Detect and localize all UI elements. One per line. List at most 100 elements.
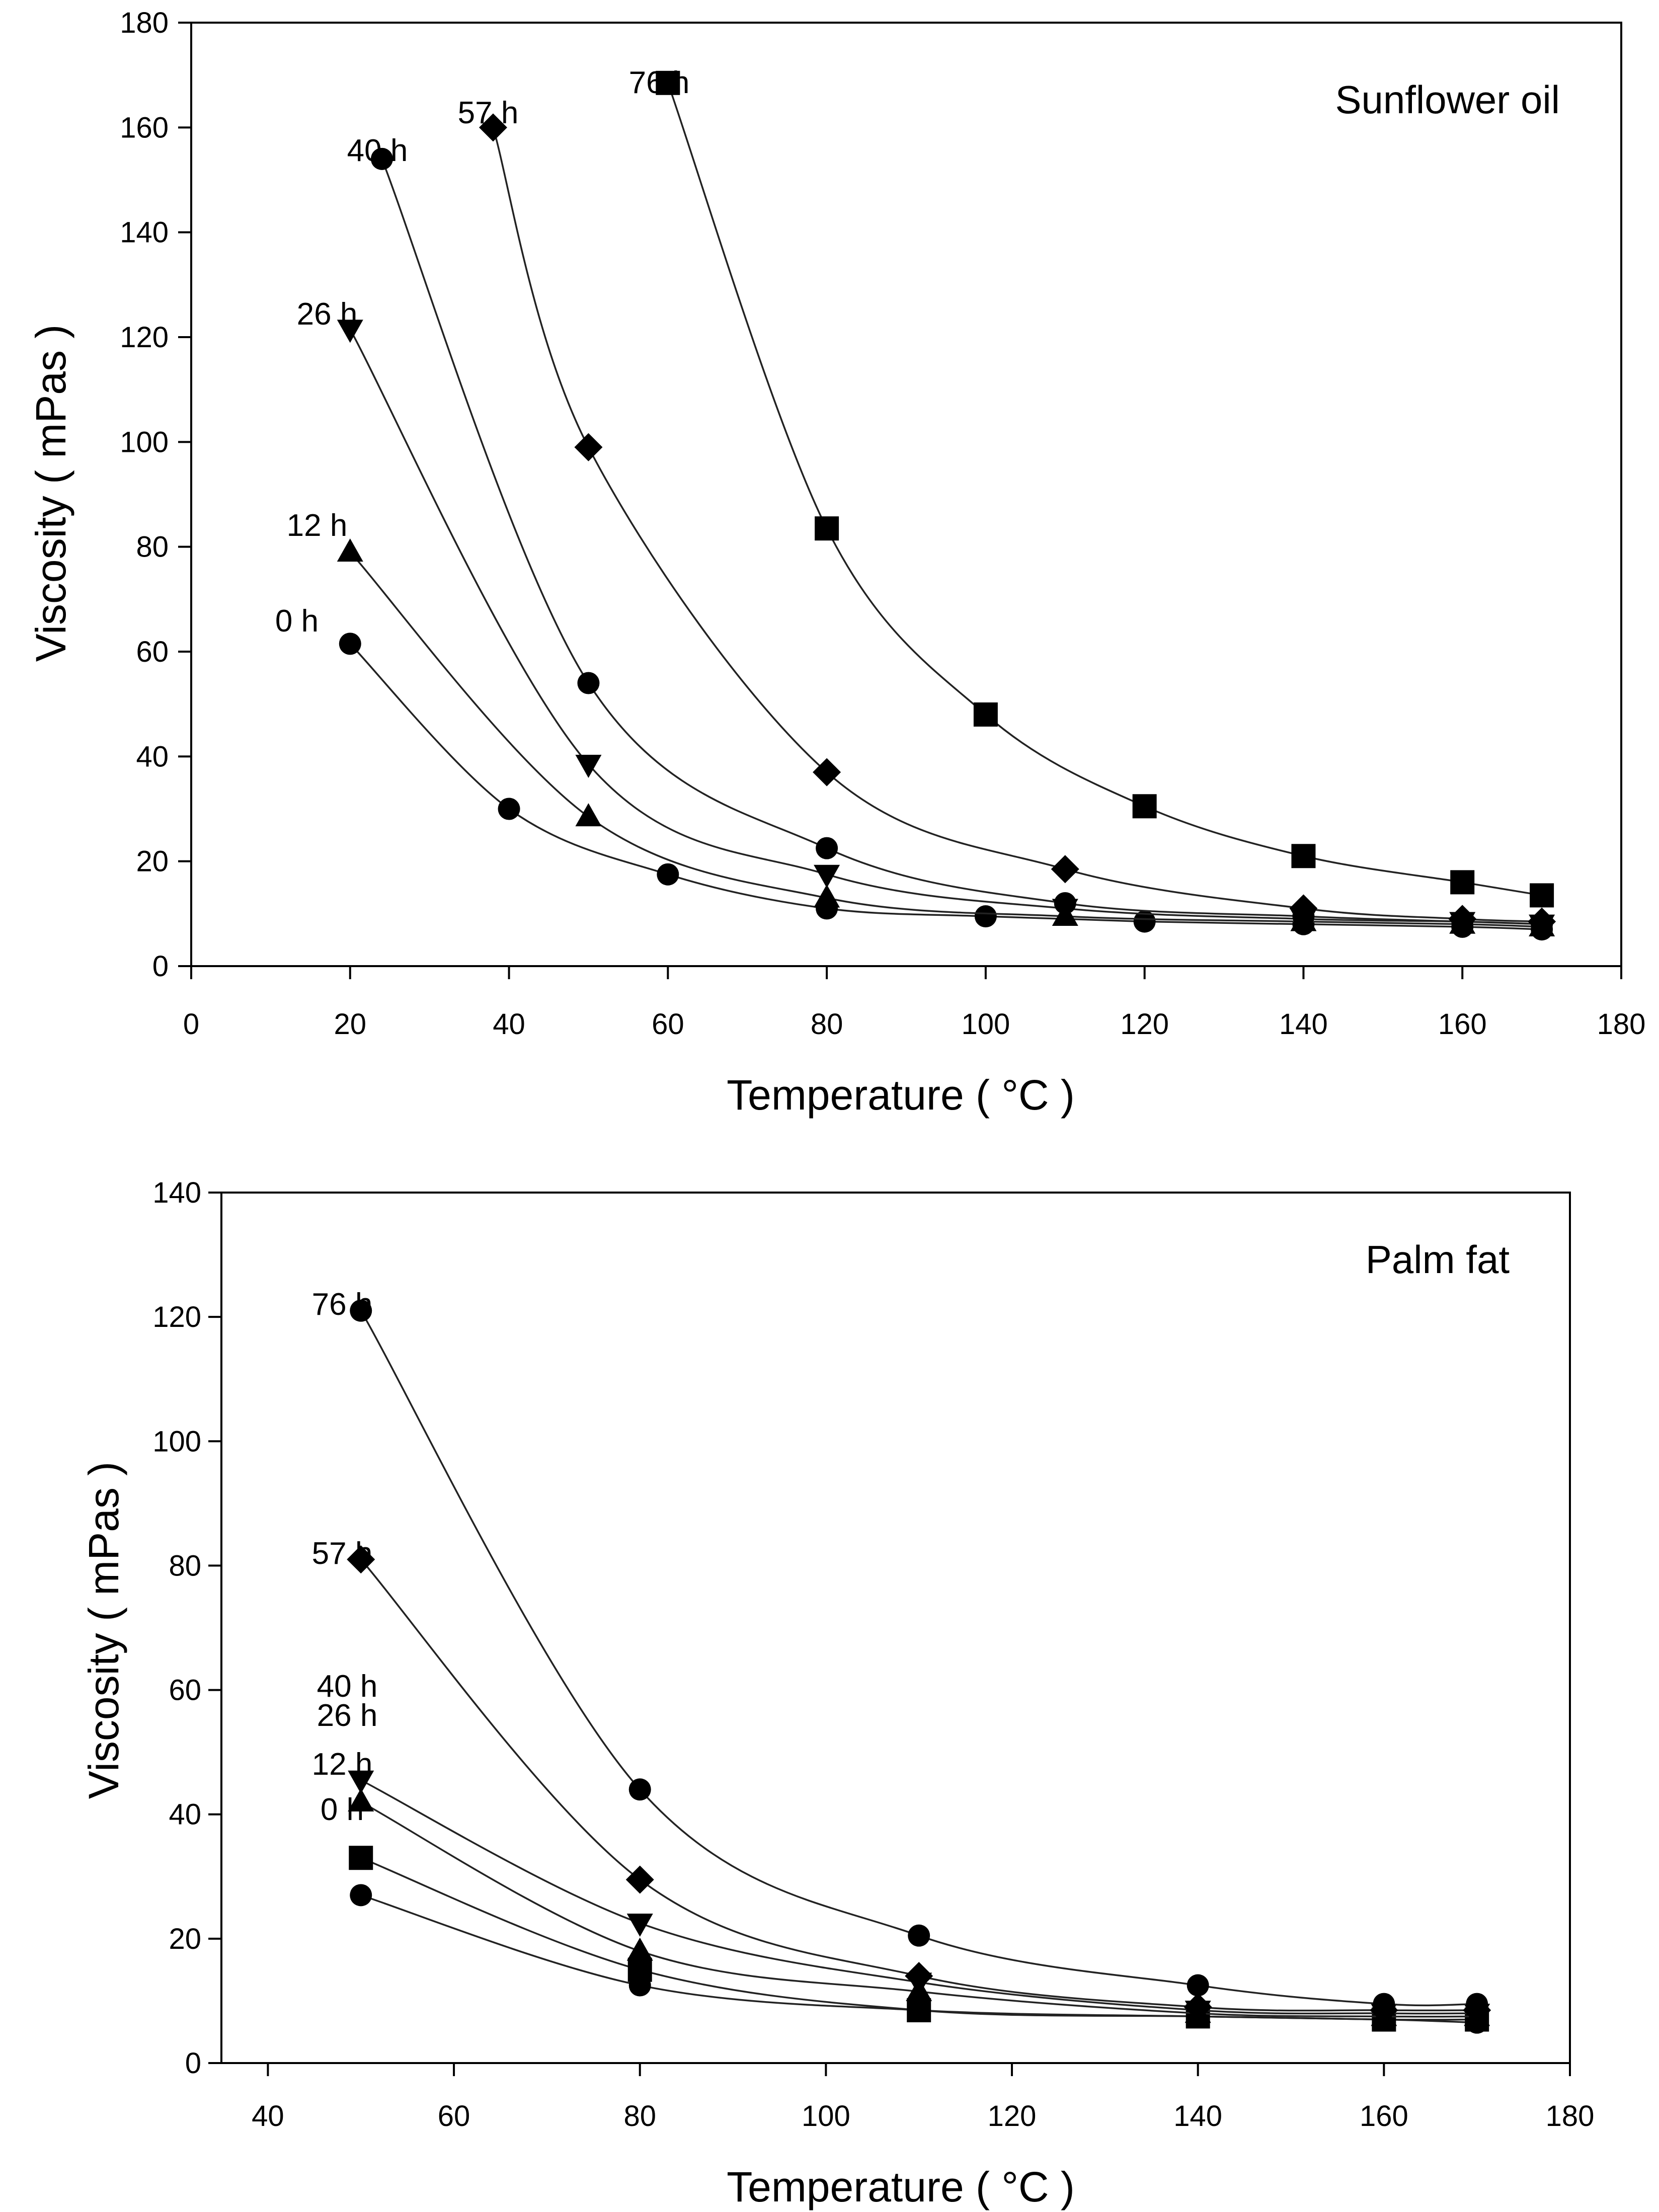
- series-line: [349, 643, 1542, 930]
- x-axis-title: Temperature ( °C ): [727, 2163, 1075, 2210]
- x-tick-label: 60: [438, 2100, 470, 2132]
- data-point: [577, 672, 600, 694]
- data-point: [905, 1962, 933, 1990]
- x-tick-label: 40: [493, 1008, 525, 1041]
- y-tick-label: 140: [120, 216, 169, 249]
- y-tick-label: 180: [120, 7, 169, 39]
- series-group: 0 h: [275, 604, 1553, 941]
- data-point: [1051, 855, 1079, 884]
- y-axis-title: Viscosity ( mPas ): [27, 325, 74, 662]
- y-tick-label: 120: [120, 321, 169, 354]
- series-label: 76 h: [629, 65, 690, 100]
- series-label: 40 h: [347, 133, 408, 168]
- data-point: [1054, 892, 1076, 914]
- data-point: [348, 1770, 374, 1794]
- series-group: 57 h: [458, 96, 1556, 936]
- data-point: [575, 803, 602, 827]
- data-point: [370, 147, 393, 170]
- series-label: 57 h: [458, 96, 519, 130]
- data-point: [575, 754, 602, 778]
- y-tick-label: 20: [136, 845, 169, 878]
- x-tick-label: 180: [1597, 1008, 1646, 1041]
- data-point: [815, 516, 839, 541]
- data-point: [1450, 870, 1475, 895]
- data-point: [814, 884, 840, 908]
- series-group: 26 h: [297, 297, 1555, 938]
- data-point: [1373, 1993, 1395, 2015]
- x-tick-label: 80: [623, 2100, 656, 2132]
- chart-panel-1: 0 20 40 60 80 100 120 140 160 180 0 20 40 60 80 100 120 1…: [27, 7, 1645, 1119]
- data-point: [498, 798, 520, 820]
- x-tick-label: 160: [1438, 1008, 1487, 1041]
- chart-title: Sunflower oil: [1335, 77, 1560, 122]
- series-line: [360, 1857, 1477, 2021]
- y-tick-label: 40: [136, 740, 169, 773]
- series-line: [492, 127, 1542, 923]
- y-tick-label: 80: [136, 531, 169, 564]
- series-label: 76 h: [312, 1287, 373, 1322]
- data-point: [350, 1884, 372, 1907]
- data-point: [628, 1778, 651, 1801]
- data-point: [973, 702, 998, 727]
- x-tick-label: 60: [652, 1008, 684, 1041]
- data-point: [816, 837, 838, 859]
- series-line: [360, 1310, 1477, 2007]
- x-tick-label: 40: [252, 2100, 284, 2132]
- data-point: [1448, 905, 1477, 933]
- data-point: [574, 433, 603, 461]
- data-point: [657, 863, 679, 886]
- x-tick-label: 120: [1120, 1008, 1169, 1041]
- series-group: 76 h: [629, 65, 1554, 908]
- series-group: 12 h: [287, 508, 1555, 936]
- data-point: [625, 1865, 654, 1894]
- y-tick-label: 0: [152, 950, 169, 983]
- x-tick-label: 160: [1360, 2100, 1408, 2132]
- y-tick-label: 120: [152, 1301, 201, 1333]
- series-group: 26 h: [317, 1698, 1490, 2026]
- x-tick-label: 20: [334, 1008, 367, 1041]
- x-tick-label: 180: [1546, 2100, 1595, 2132]
- series-line: [381, 159, 1542, 925]
- plot-frame: [190, 22, 1622, 967]
- y-tick-label: 0: [185, 2047, 201, 2080]
- y-axis-title: Viscosity ( mPas ): [80, 1462, 127, 1799]
- y-tick-label: 80: [169, 1549, 201, 1582]
- data-point: [337, 538, 363, 562]
- y-tick-label: 60: [169, 1674, 201, 1707]
- y-tick-label: 160: [120, 111, 169, 144]
- series-line: [360, 1801, 1477, 2018]
- series-group: 0 h: [321, 1792, 1488, 2034]
- series-line: [360, 1779, 1477, 2015]
- chart-title: Palm fat: [1366, 1237, 1510, 1282]
- data-point: [627, 1957, 652, 1982]
- series-group: 12 h: [312, 1747, 1489, 2032]
- series-label: 12 h: [287, 508, 348, 543]
- data-point: [349, 1846, 373, 1870]
- data-point: [347, 1545, 375, 1574]
- data-point: [908, 1924, 930, 1947]
- data-point: [479, 113, 507, 142]
- series-label: 40 h: [317, 1669, 378, 1704]
- data-point: [907, 1998, 931, 2022]
- data-point: [348, 1788, 374, 1811]
- y-tick-label: 60: [136, 636, 169, 668]
- y-tick-label: 100: [152, 1425, 201, 1458]
- data-point: [1289, 894, 1318, 923]
- series-line: [349, 329, 1542, 925]
- series-label: 26 h: [297, 297, 358, 332]
- x-tick-label: 100: [961, 1008, 1010, 1041]
- data-point: [626, 1937, 653, 1961]
- data-point: [814, 864, 840, 888]
- data-point: [1183, 1993, 1212, 2021]
- series-group: 76 h: [312, 1287, 1488, 2015]
- plot-frame: [220, 1192, 1571, 2064]
- y-tick-label: 20: [169, 1923, 201, 1955]
- x-tick-label: 80: [811, 1008, 843, 1041]
- data-point: [350, 1299, 372, 1322]
- data-point: [813, 758, 841, 786]
- data-point: [1530, 883, 1554, 908]
- series-group: 57 h: [312, 1536, 1491, 2024]
- x-tick-label: 140: [1173, 2100, 1222, 2132]
- data-point: [337, 320, 363, 343]
